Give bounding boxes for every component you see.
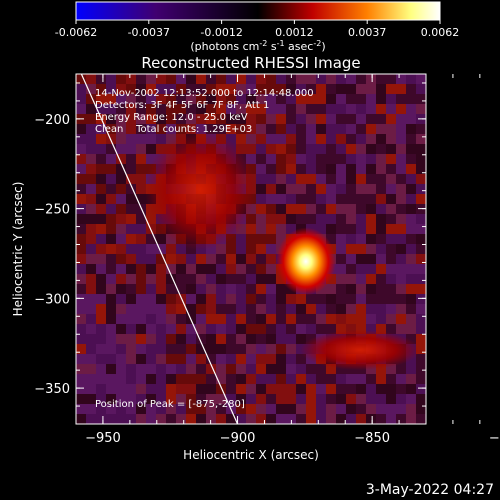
colorbar-gradient [75, 1, 441, 21]
x-axis: −950 −900 −850 −800 [85, 74, 500, 446]
y-axis: −200 −250 −300 −350 [34, 82, 426, 407]
peak-emission [275, 227, 336, 296]
colorbar-ticks: -0.0062 -0.0037 -0.0012 0.0012 0.0037 0.0062 [55, 20, 459, 39]
colorbar-tick-label: -0.0037 [128, 26, 170, 39]
colorbar-tick-label: 0.0062 [421, 26, 460, 39]
colorbar-tick-label: -0.0012 [200, 26, 242, 39]
colorbar-tick-label: 0.0037 [348, 26, 387, 39]
solar-limb-line [80, 73, 239, 425]
x-tick-label: −800 [489, 431, 500, 446]
x-tick-label: −950 [85, 431, 121, 446]
colorbar-unit: (photons cm-2 s-1 asec-2) [190, 39, 325, 53]
x-tick-label: −900 [220, 431, 256, 446]
annotation-energy: Energy Range: 12.0 - 25.0 keV [95, 112, 248, 123]
heatmap-image [76, 74, 426, 424]
x-axis-label: Heliocentric X (arcsec) [183, 448, 319, 462]
y-axis-label: Heliocentric Y (arcsec) [11, 182, 25, 317]
annotations: 14-Nov-2002 12:13:52.000 to 12:14:48.000… [95, 88, 314, 410]
annotation-time: 14-Nov-2002 12:13:52.000 to 12:14:48.000 [95, 88, 314, 99]
y-tick-label: −300 [34, 292, 70, 307]
y-tick-label: −200 [34, 113, 70, 128]
annotation-peak: Position of Peak = [-875,-280] [95, 399, 245, 410]
colorbar-tick-label: 0.0012 [275, 26, 314, 39]
y-tick-label: −250 [34, 203, 70, 218]
x-tick-label: −850 [354, 431, 390, 446]
annotation-detectors: Detectors: 3F 4F 5F 6F 7F 8F, Att 1 [95, 100, 269, 111]
colorbar: -0.0062 -0.0037 -0.0012 0.0012 0.0037 0.0062 … [55, 1, 459, 53]
chart-title: Reconstructed RHESSI Image [141, 54, 360, 72]
annotation-clean: Clean Total counts: 1.29E+03 [95, 124, 252, 135]
footer-date: 3-May-2022 04:27 [366, 482, 494, 498]
y-tick-label: −350 [34, 382, 70, 397]
colorbar-tick-label: -0.0062 [55, 26, 97, 39]
plot-frame [75, 73, 427, 425]
